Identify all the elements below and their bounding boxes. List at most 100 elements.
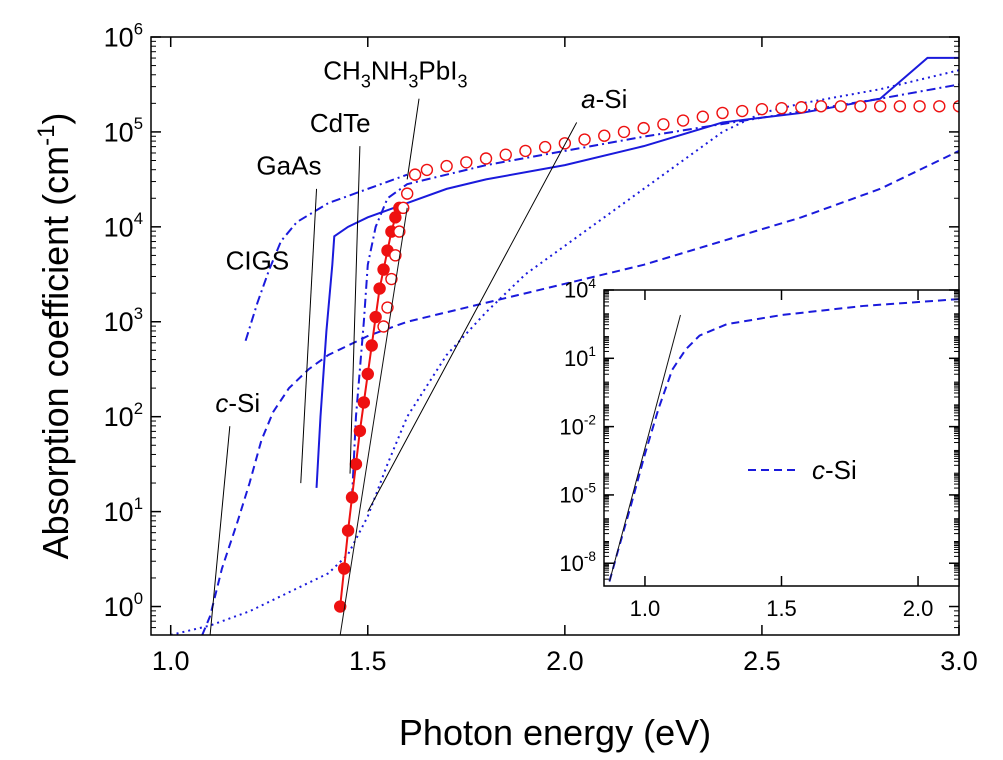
series-ch3nh3pbi3-open-point xyxy=(775,101,788,115)
series-ch3nh3pbi3-open-point xyxy=(519,144,532,158)
inset-series-group xyxy=(608,298,959,582)
series-ch3nh3pbi3-open-point xyxy=(716,106,729,120)
series-c-si xyxy=(201,150,959,635)
y-tick-label: 102 xyxy=(104,399,143,432)
series-ch3nh3pbi3-open-point xyxy=(933,100,946,113)
series-ch3nh3pbi3-filled-point xyxy=(373,282,386,295)
series-ch3nh3pbi3-open-point xyxy=(893,100,907,113)
y-tick-label: 100 xyxy=(104,589,143,622)
series-ch3nh3pbi3-filled-point xyxy=(341,524,355,537)
series-ch3nh3pbi3-open-point xyxy=(397,201,410,215)
annotation-leader xyxy=(349,146,361,474)
inset-legend-label: c-Si xyxy=(812,455,857,485)
series-ch3nh3pbi3-filled-point xyxy=(357,396,371,409)
series-ch3nh3pbi3-open-point xyxy=(400,187,414,200)
series-ch3nh3pbi3-filled-point xyxy=(337,562,351,575)
series-ch3nh3pbi3-filled-point xyxy=(333,600,347,613)
annotation-label: c-Si xyxy=(215,388,260,418)
annotation-label: CdTe xyxy=(310,108,371,138)
series-ch3nh3pbi3-open-point xyxy=(479,152,493,165)
y-tick-label: 106 xyxy=(104,19,143,52)
main-series-group xyxy=(170,56,959,635)
y-tick-label: 10-5 xyxy=(559,481,596,508)
series-ch3nh3pbi3-filled-point xyxy=(365,339,378,352)
series-ch3nh3pbi3-filled-line xyxy=(339,207,401,607)
y-tick-label: 101 xyxy=(564,344,596,371)
annotation-label: GaAs xyxy=(256,151,321,181)
y-tick-label: 10-8 xyxy=(559,549,596,576)
series-ch3nh3pbi3-open-point xyxy=(637,121,650,135)
y-tick-label: 104 xyxy=(104,209,143,242)
series-ch3nh3pbi3-filled-point xyxy=(353,424,367,438)
annotation-leader xyxy=(406,98,420,180)
x-tick-label: 3.0 xyxy=(940,646,978,676)
y-axis-label-sup: -1 xyxy=(33,125,60,146)
series-ch3nh3pbi3-open-point xyxy=(834,100,847,113)
series-ch3nh3pbi3-open-point xyxy=(676,114,690,127)
series-ch3nh3pbi3-open-point xyxy=(598,129,611,142)
annotation-leader xyxy=(209,426,231,636)
inset-legend: c-Si xyxy=(748,455,857,485)
x-tick-label: 2.5 xyxy=(743,646,781,676)
x-axis-label: Photon energy (eV) xyxy=(399,712,711,753)
series-ch3nh3pbi3-open-point xyxy=(381,301,394,314)
series-fit xyxy=(608,314,681,582)
series-ch3nh3pbi3-filled xyxy=(333,201,406,613)
y-axis-label-main: Absorption coefficient (cm xyxy=(35,146,76,560)
series-ch3nh3pbi3-open-point xyxy=(377,320,390,333)
series-fit xyxy=(339,207,408,635)
series-ch3nh3pbi3-open-point xyxy=(385,272,398,286)
x-tick-label: 1.0 xyxy=(152,646,190,676)
series-cigs xyxy=(244,173,408,342)
series-ch3nh3pbi3-open-point xyxy=(440,159,453,173)
series-ch3nh3pbi3-open-point xyxy=(420,163,434,177)
series-c-si xyxy=(608,298,959,582)
x-tick-label: 2.0 xyxy=(903,596,934,621)
x-tick-label: 2.0 xyxy=(546,646,584,676)
series-ch3nh3pbi3-open-point xyxy=(913,100,926,113)
y-tick-label: 103 xyxy=(104,304,143,337)
series-ch3nh3pbi3-open-point xyxy=(854,100,867,113)
annotation-label: a-Si xyxy=(581,84,627,114)
series-ch3nh3pbi3-open-point xyxy=(736,104,749,118)
series-ch3nh3pbi3-filled-point xyxy=(377,263,390,276)
series-cdte xyxy=(351,83,959,498)
main-annotations: CIGS GaAs CdTe CH3​NH3​PbI3​ a-Si c-Si xyxy=(209,56,627,636)
x-tick-label: 1.5 xyxy=(766,596,797,621)
y-tick-label: 10-2 xyxy=(559,412,596,439)
series-ch3nh3pbi3-open-point xyxy=(393,225,406,238)
series-ch3nh3pbi3-open-point xyxy=(755,102,769,116)
series-ch3nh3pbi3-open-point xyxy=(578,133,591,146)
series-ch3nh3pbi3-open-point xyxy=(814,100,828,113)
series-ch3nh3pbi3-open xyxy=(377,100,959,333)
series-ch3nh3pbi3-open-point xyxy=(617,125,631,139)
inset-plot: 1.0 1.5 2.0 104 101 10-2 10-5 10-8 c-Si xyxy=(559,276,960,621)
annotation-label: CH3​NH3​PbI3​ xyxy=(323,56,467,92)
inset-background xyxy=(604,290,959,586)
y-tick-label: 104 xyxy=(564,276,596,303)
annotation-leader xyxy=(367,122,578,512)
series-ch3nh3pbi3-filled-point xyxy=(369,310,382,324)
series-ch3nh3pbi3-open-point xyxy=(657,118,670,131)
y-tick-label: 105 xyxy=(104,114,143,147)
series-ch3nh3pbi3-open-point xyxy=(499,148,512,161)
y-axis-label-close: ) xyxy=(35,113,76,125)
series-ch3nh3pbi3-open-point xyxy=(795,101,808,114)
series-ch3nh3pbi3-open-point xyxy=(460,156,473,169)
y-axis-label: Absorption coefficient (cm-1) xyxy=(33,113,76,560)
series-ch3nh3pbi3-filled-point xyxy=(361,367,374,381)
series-ch3nh3pbi3-open-point xyxy=(558,137,572,150)
series-ch3nh3pbi3-open-point xyxy=(538,140,552,154)
series-ch3nh3pbi3-open-point xyxy=(389,249,402,262)
series-ch3nh3pbi3-filled-point xyxy=(349,457,363,471)
series-ch3nh3pbi3-open-point xyxy=(696,110,710,123)
x-tick-label: 1.5 xyxy=(349,646,387,676)
series-gaas xyxy=(315,56,959,488)
series-ch3nh3pbi3-filled-point xyxy=(345,491,359,504)
annotation-label: CIGS xyxy=(226,246,290,276)
x-tick-label: 1.0 xyxy=(630,596,661,621)
inset-ticks: 1.0 1.5 2.0 104 101 10-2 10-5 10-8 xyxy=(559,276,959,621)
y-tick-label: 101 xyxy=(104,494,143,527)
annotation-leader xyxy=(300,188,318,484)
